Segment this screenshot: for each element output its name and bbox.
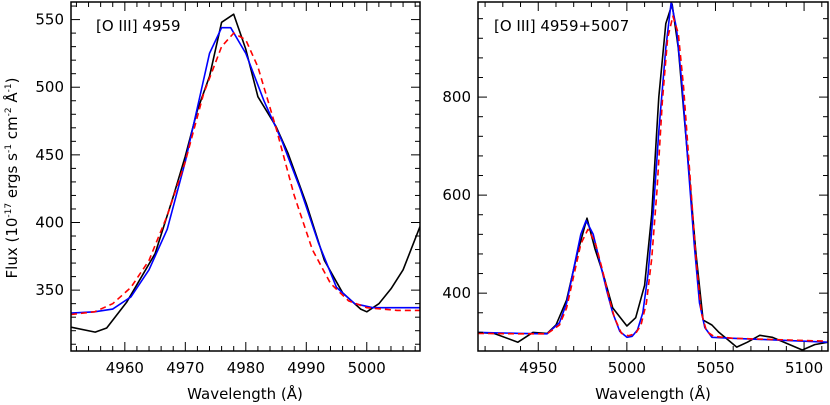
dashed-fit-line xyxy=(71,32,420,316)
x-axis-title: Wavelength (Å) xyxy=(595,384,711,403)
y-tick-label: 800 xyxy=(442,88,471,106)
y-tick-label: 400 xyxy=(35,213,64,231)
y-tick-label: 450 xyxy=(35,146,64,164)
x-tick-label: 5000 xyxy=(608,359,646,377)
y-tick-label: 500 xyxy=(35,78,64,96)
solid-fit-line xyxy=(71,26,420,314)
tick-marks xyxy=(478,2,828,351)
plot-frame xyxy=(477,1,829,352)
x-tick-label: 4980 xyxy=(227,359,265,377)
x-tick-label: 4990 xyxy=(287,359,325,377)
panel-oiii-4959: 4960 4970 4980 4990 5000 350 400 450 500 550 [O … xyxy=(2,1,421,403)
solid-fit-line xyxy=(478,2,828,343)
x-tick-label: 4960 xyxy=(106,359,144,377)
panel-title: [O III] 4959+5007 xyxy=(494,17,629,35)
panel-oiii-4959-5007: 4950 5000 5050 5100 400 600 800 [O III] 4959+… xyxy=(442,1,829,403)
x-tick-label: 5100 xyxy=(785,359,823,377)
series-layer xyxy=(478,2,828,351)
y-tick-labels: 350 400 450 500 550 xyxy=(35,11,64,300)
x-tick-labels: 4950 5000 5050 5100 xyxy=(519,359,823,377)
tick-marks xyxy=(71,2,420,351)
y-tick-label: 600 xyxy=(442,186,471,204)
y-tick-label: 350 xyxy=(35,281,64,299)
x-tick-labels: 4960 4970 4980 4990 5000 xyxy=(106,359,386,377)
y-axis-title: Flux (10-17 ergs s-1 cm-2 Å-1) xyxy=(2,78,21,279)
panel-title: [O III] 4959 xyxy=(96,17,181,35)
x-tick-label: 5050 xyxy=(696,359,734,377)
x-tick-label: 4950 xyxy=(519,359,557,377)
series-layer xyxy=(71,13,420,333)
x-tick-label: 5000 xyxy=(348,359,386,377)
x-axis-title: Wavelength (Å) xyxy=(187,384,303,403)
observed-spectrum-line xyxy=(71,13,420,333)
y-tick-label: 400 xyxy=(442,284,471,302)
x-tick-label: 4970 xyxy=(166,359,204,377)
y-tick-labels: 400 600 800 xyxy=(442,88,471,302)
dashed-fit-line xyxy=(478,15,828,342)
observed-spectrum-line xyxy=(478,3,828,351)
y-tick-label: 550 xyxy=(35,11,64,29)
